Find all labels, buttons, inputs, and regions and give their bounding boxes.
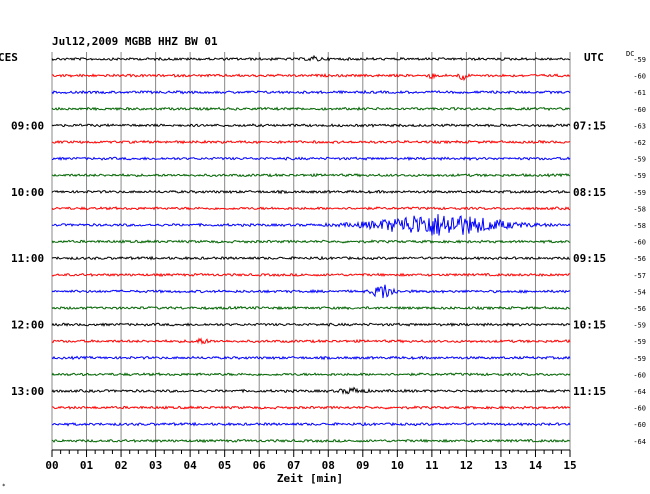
seismic-trace — [51, 54, 571, 62]
x-tick-label: 11 — [425, 459, 439, 472]
right-time-label: 09:15 — [573, 252, 606, 265]
right-time-label: 08:15 — [573, 186, 606, 199]
dc-offset-label: -54 — [633, 288, 646, 296]
x-tick-label: 15 — [563, 459, 576, 472]
left-time-labels: 09:00 10:00 11:00 12:00 13:00 — [11, 119, 44, 398]
seismic-trace — [51, 322, 571, 328]
dc-label: DC — [626, 50, 634, 58]
dc-offset-label: -57 — [633, 272, 646, 280]
dc-offset-label: -59 — [633, 189, 646, 197]
seismic-trace — [51, 355, 571, 361]
right-time-label: 07:15 — [573, 119, 606, 132]
chart-title: Jul12,2009 MGBB HHZ BW 01 — [52, 35, 218, 48]
x-tick-label: 10 — [391, 459, 404, 472]
x-tick-label: 04 — [184, 459, 198, 472]
seismic-trace — [51, 305, 571, 311]
seismic-trace — [51, 386, 571, 395]
right-time-label: 10:15 — [573, 319, 606, 332]
x-tick-label: 12 — [460, 459, 473, 472]
x-tick-label: 00 — [45, 459, 58, 472]
dc-offset-labels: -59 -60 -61 -60 -63 -62 -59 -59 -59 -58 -58 -60 -56 -… — [633, 56, 646, 446]
seismic-trace — [51, 189, 571, 195]
right-time-labels: 07:15 08:15 09:15 10:15 11:15 — [573, 119, 606, 398]
x-tick-label: 03 — [149, 459, 162, 472]
left-time-label: 12:00 — [11, 319, 44, 332]
x-axis-label: Zeit [min] — [277, 472, 343, 485]
seismic-trace — [51, 239, 571, 244]
dc-offset-label: -60 — [633, 73, 646, 81]
seismic-trace — [51, 438, 571, 444]
x-tick-label: 05 — [218, 459, 231, 472]
x-tick-label: 09 — [356, 459, 369, 472]
x-axis: 00 01 02 03 04 05 06 07 08 09 10 11 12 13 14 15 — [45, 450, 577, 472]
dc-offset-label: -60 — [633, 421, 646, 429]
dc-offset-label: -60 — [633, 371, 646, 379]
right-time-label: 11:15 — [573, 385, 606, 398]
dc-offset-label: -61 — [633, 89, 646, 97]
seismic-trace — [51, 255, 571, 261]
x-tick-label: 07 — [287, 459, 300, 472]
seismic-trace — [51, 139, 571, 145]
seismic-trace — [51, 172, 571, 178]
x-tick-label: 14 — [529, 459, 543, 472]
dc-offset-label: -56 — [633, 305, 646, 313]
dc-offset-label: -62 — [633, 139, 646, 147]
left-time-label: 11:00 — [11, 252, 44, 265]
dc-offset-label: -60 — [633, 405, 646, 413]
seismic-trace — [52, 156, 571, 162]
dc-offset-label: -60 — [633, 106, 646, 114]
x-tick-label: 01 — [80, 459, 94, 472]
left-time-label: 10:00 — [11, 186, 44, 199]
seismic-trace — [51, 123, 571, 128]
dc-offset-label: -59 — [633, 156, 646, 164]
x-tick-label: 13 — [494, 459, 507, 472]
x-tick-label: 06 — [253, 459, 267, 472]
seismic-trace — [51, 284, 571, 299]
dc-offset-label: -59 — [633, 56, 646, 64]
seismic-trace — [51, 405, 571, 410]
dc-offset-label: -63 — [633, 122, 646, 130]
seismic-trace — [51, 337, 571, 345]
seismic-trace — [51, 421, 571, 427]
dc-offset-label: -59 — [633, 322, 646, 330]
dc-offset-label: -60 — [633, 239, 646, 247]
dc-offset-label: -59 — [633, 172, 646, 180]
seismic-trace — [51, 89, 571, 95]
dc-offset-label: -59 — [633, 355, 646, 363]
dc-offset-label: -59 — [633, 338, 646, 346]
seismic-trace — [51, 214, 571, 236]
seismic-trace — [51, 72, 571, 82]
dc-offset-label: -56 — [633, 255, 646, 263]
dc-offset-label: -58 — [633, 222, 646, 230]
corner-mark: * — [2, 483, 6, 490]
x-tick-label: 02 — [114, 459, 127, 472]
left-time-label: 09:00 — [11, 119, 44, 132]
seismic-traces — [51, 54, 571, 444]
seismic-trace — [51, 106, 571, 112]
seismic-trace — [51, 372, 571, 377]
seismic-trace — [51, 206, 571, 211]
x-tick-label: 08 — [322, 459, 335, 472]
dc-offset-label: -64 — [633, 388, 646, 396]
right-timezone-label: UTC — [584, 51, 604, 64]
left-time-label: 13:00 — [11, 385, 44, 398]
left-timezone-label: CES — [0, 51, 18, 64]
dc-offset-label: -58 — [633, 205, 646, 213]
seismic-trace — [51, 272, 571, 278]
dc-offset-label: -64 — [633, 438, 646, 446]
